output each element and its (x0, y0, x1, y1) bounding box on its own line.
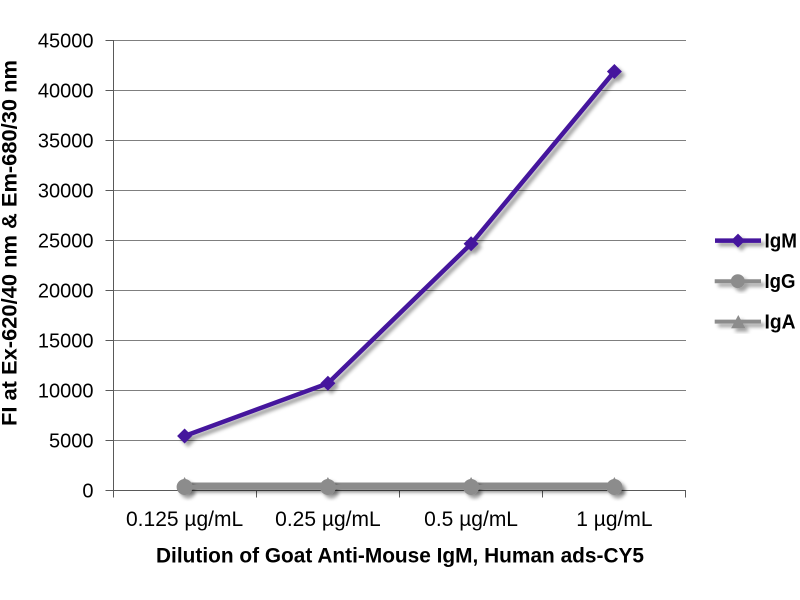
svg-text:0.25 µg/mL: 0.25 µg/mL (275, 508, 381, 531)
svg-text:45000: 45000 (38, 31, 94, 53)
svg-text:0: 0 (82, 481, 93, 503)
svg-text:IgA: IgA (765, 312, 796, 334)
svg-text:30000: 30000 (38, 181, 94, 203)
svg-text:1 µg/mL: 1 µg/mL (576, 508, 652, 531)
svg-text:IgM: IgM (765, 231, 798, 253)
svg-text:25000: 25000 (38, 231, 94, 253)
svg-text:0.5 µg/mL: 0.5 µg/mL (424, 508, 518, 531)
svg-text:IgG: IgG (765, 271, 796, 293)
svg-text:0.125 µg/mL: 0.125 µg/mL (126, 508, 243, 531)
svg-text:40000: 40000 (38, 81, 94, 103)
svg-text:20000: 20000 (38, 281, 94, 303)
svg-text:Dilution of Goat Anti-Mouse Ig: Dilution of Goat Anti-Mouse IgM, Human a… (156, 545, 644, 568)
svg-text:35000: 35000 (38, 131, 94, 153)
svg-text:5000: 5000 (49, 431, 94, 453)
svg-text:10000: 10000 (38, 381, 94, 403)
svg-text:15000: 15000 (38, 331, 94, 353)
svg-text:FI at Ex-620/40 nm & Em-680/30: FI at Ex-620/40 nm & Em-680/30 nm (0, 60, 22, 426)
